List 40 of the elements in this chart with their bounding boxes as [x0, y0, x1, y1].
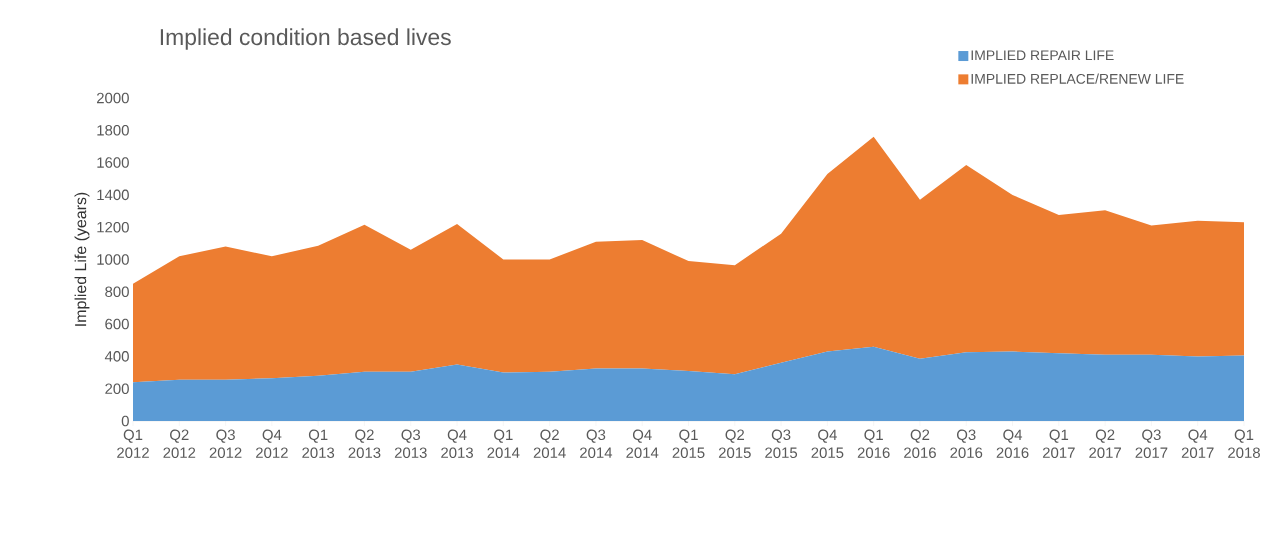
x-tick-label: Q2 2014	[533, 429, 566, 459]
x-tick-label: Q1 2014	[487, 429, 520, 459]
x-tick-label: Q2 2017	[1089, 429, 1121, 459]
y-tick-label: 1200	[97, 221, 129, 233]
x-tick-label: Q3 2014	[580, 429, 613, 459]
x-tick-label: Q4 2016	[996, 429, 1029, 459]
x-tick-label: Q1 2013	[302, 429, 335, 459]
y-tick-label: 200	[105, 383, 129, 394]
x-tick-label: Q4 2013	[441, 429, 474, 459]
legend-label: IMPLIED REPLACE/RENEW LIFE	[971, 73, 1184, 84]
y-tick-label: 0	[121, 415, 129, 427]
x-tick-label: Q4 2014	[626, 429, 659, 459]
x-tick-label: Q2 2016	[904, 429, 936, 459]
x-tick-label: Q1 2017	[1042, 429, 1075, 459]
y-axis-title: Implied Life (years)	[74, 192, 90, 326]
y-tick-label: 600	[105, 318, 129, 330]
legend-label: IMPLIED REPAIR LIFE	[971, 50, 1114, 61]
x-tick-label: Q3 2013	[394, 429, 427, 459]
x-tick-label: Q1 2015	[672, 429, 705, 459]
x-tick-label: Q3 2015	[765, 429, 798, 459]
x-tick-label: Q2 2013	[348, 429, 381, 459]
x-tick-label: Q1 2012	[117, 429, 149, 459]
x-tick-label: Q3 2012	[209, 429, 242, 459]
x-tick-label: Q3 2017	[1135, 429, 1168, 459]
x-tick-label: Q2 2015	[718, 429, 751, 459]
chart-title: Implied condition based lives	[160, 28, 451, 50]
y-tick-label: 1400	[97, 189, 129, 201]
y-tick-label: 1800	[97, 124, 129, 136]
x-tick-label: Q2 2012	[163, 429, 196, 459]
x-tick-label: Q4 2017	[1181, 429, 1214, 459]
y-tick-label: 1600	[97, 157, 129, 168]
x-tick-label: Q4 2015	[811, 429, 844, 459]
y-tick-label: 400	[104, 351, 129, 362]
x-tick-label: Q1 2016	[857, 429, 890, 459]
x-tick-label: Q1 2018	[1228, 429, 1260, 459]
y-tick-label: 800	[105, 286, 129, 298]
x-tick-label: Q3 2016	[950, 429, 983, 459]
y-tick-label: 1000	[97, 254, 129, 265]
x-tick-label: Q4 2012	[256, 429, 288, 459]
y-tick-label: 2000	[97, 92, 129, 104]
